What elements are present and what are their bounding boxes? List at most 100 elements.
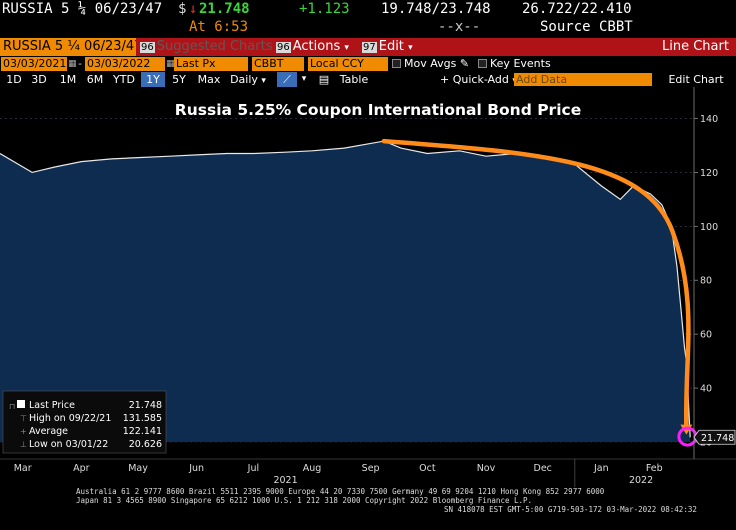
mov-avgs-label: Mov Avgs <box>404 57 457 70</box>
line-chart-icon[interactable]: ⟋ <box>277 72 297 87</box>
legend-high-label: High on 09/22/21 <box>29 413 111 424</box>
y-tick-label: 100 <box>700 222 718 233</box>
edit-chart-button[interactable]: Edit Chart <box>656 72 736 87</box>
x-tick-label: Sep <box>362 463 380 474</box>
average-marker-icon: + <box>20 427 27 436</box>
suggested-charts-button[interactable]: 96 Suggested Charts <box>140 38 272 56</box>
legend-low-label: Low on 03/01/22 <box>29 439 108 450</box>
table-icon[interactable]: ▤ <box>318 73 330 86</box>
edit-chart-label: Edit Chart <box>668 73 724 86</box>
key-events-label: Key Events <box>490 57 551 70</box>
legend-bracket: ⊓ <box>9 402 15 411</box>
footer-line-3: SN 418078 EST GMT-5:00 G719-503-172 03-M… <box>444 505 697 514</box>
x-axis: Mar Apr May Jun Jul Aug Sep Oct Nov Dec Jan Feb 2021… <box>0 458 736 487</box>
x-tick-label: Jul <box>247 463 259 474</box>
high-marker-icon: ⊤ <box>20 414 27 423</box>
view-title: Line Chart <box>662 39 729 54</box>
x-tick-label: Aug <box>303 463 322 474</box>
actions-label: Actions <box>292 39 341 54</box>
current-price-tag: 21.748 <box>693 429 736 445</box>
low-marker-icon: ⊥ <box>20 440 27 449</box>
legend-average-label: Average <box>29 426 68 437</box>
edit-number: 97 <box>362 42 377 53</box>
chart-controls: 03/03/2021 ▦ - 03/03/2022 ▦ Last Px CBBT… <box>0 56 736 72</box>
y-tick-label: 120 <box>700 168 718 179</box>
chart-title: Russia 5.25% Coupon International Bond P… <box>175 101 581 119</box>
date-separator: - <box>78 57 82 70</box>
trend-arrow-annotation <box>381 138 691 431</box>
chevron-down-icon: ▾ <box>408 43 413 53</box>
quote-time: At 6:53 <box>189 19 249 35</box>
x-tick-label: Mar <box>14 463 32 474</box>
legend-swatch <box>17 400 25 408</box>
x-tick-label: Oct <box>419 463 436 474</box>
key-events-toggle[interactable]: Key Events <box>478 56 551 72</box>
last-price: 21.748 <box>199 1 250 17</box>
range-max[interactable]: Max <box>197 73 221 86</box>
range-1m[interactable]: 1M <box>59 73 77 86</box>
x-tick-label: Jan <box>593 463 609 474</box>
suggested-charts-number: 96 <box>140 42 155 53</box>
x-tick-label: Nov <box>477 463 496 474</box>
security-name[interactable]: RUSSIA 5 ¼ 06/23/47 <box>2 1 163 17</box>
x-tick-label: May <box>128 463 148 474</box>
security-field[interactable]: RUSSIA 5 ¼ 06/23/47 <box>0 38 136 56</box>
y-tick-label: 60 <box>700 330 712 341</box>
quote-size: --x-- <box>438 19 481 35</box>
year-label: 2021 <box>273 475 297 486</box>
frequency-label: Daily <box>230 73 258 86</box>
mov-avgs-toggle[interactable]: Mov Avgs ✎ <box>392 56 469 72</box>
legend-box <box>2 390 167 454</box>
y-tick-label: 80 <box>700 276 712 287</box>
range-ytd[interactable]: YTD <box>113 73 135 86</box>
legend-last-price-label: Last Price <box>29 400 75 411</box>
range-bar: 1D 3D 1M 6M YTD 1Y 5Y Max Daily ▾ ⟋ ▾ ▤ … <box>0 72 736 87</box>
add-data-input[interactable]: Add Data <box>514 73 652 86</box>
end-date-input[interactable]: 03/03/2022 <box>85 57 165 71</box>
currency-selector[interactable]: Local CCY <box>308 57 388 71</box>
price-area <box>0 141 691 442</box>
x-tick-label: Dec <box>534 463 552 474</box>
range-1y[interactable]: 1Y <box>141 72 165 87</box>
edit-label: Edit <box>378 39 404 54</box>
frequency-selector[interactable]: Daily ▾ <box>226 72 270 87</box>
price-chart[interactable]: 20406080100120140 MarAprMayJunJulAugSepO… <box>0 87 736 487</box>
range-5y[interactable]: 5Y <box>172 73 186 86</box>
y-tick-label: 140 <box>700 114 718 125</box>
current-price-label: 21.748 <box>701 433 734 444</box>
start-date-input[interactable]: 03/03/2021 <box>1 57 67 71</box>
calendar-icon[interactable]: ▦ <box>68 59 77 69</box>
chevron-down-icon: ▾ <box>261 76 266 86</box>
year-label: 2022 <box>629 475 653 486</box>
range-6m[interactable]: 6M <box>86 73 104 86</box>
field-selector[interactable]: Last Px <box>174 57 248 71</box>
legend-last-price-value: 21.748 <box>129 400 162 411</box>
actions-number: 96 <box>276 42 291 53</box>
pencil-icon: ✎ <box>459 57 470 70</box>
high-low: 26.722/22.410 <box>522 1 632 17</box>
legend-low-value: 20.626 <box>129 439 162 450</box>
x-tick-label: Jun <box>188 463 204 474</box>
checkbox-icon <box>478 59 487 68</box>
y-tick-label: 40 <box>700 384 712 395</box>
chevron-down-icon: ▾ <box>344 43 349 53</box>
table-button[interactable]: Table <box>339 73 369 86</box>
x-tick-label: Feb <box>646 463 663 474</box>
checkbox-icon <box>392 59 401 68</box>
down-arrow-icon: ↓ <box>189 1 198 17</box>
price-change: +1.123 <box>299 1 350 17</box>
currency-symbol: $ <box>178 1 187 17</box>
range-3d[interactable]: 3D <box>31 73 47 86</box>
bid-ask: 19.748/23.748 <box>381 1 491 17</box>
pricing-source-selector[interactable]: CBBT <box>252 57 304 71</box>
actions-button[interactable]: 96 Actions ▾ <box>276 38 349 56</box>
chevron-down-icon[interactable]: ▾ <box>301 74 307 84</box>
calendar-icon[interactable]: ▦ <box>166 59 175 69</box>
suggested-charts-label: Suggested Charts <box>156 39 273 54</box>
legend-average-value: 122.141 <box>123 426 162 437</box>
range-1d[interactable]: 1D <box>6 73 22 86</box>
chart-legend: ⊓ Last Price 21.748 ⊤ High on 09/22/21 1… <box>2 390 167 454</box>
quick-add-button[interactable]: + Quick-Add ▾ <box>440 72 517 87</box>
edit-button[interactable]: 97 Edit ▾ <box>362 38 413 56</box>
quick-add-label: + Quick-Add <box>440 73 509 86</box>
